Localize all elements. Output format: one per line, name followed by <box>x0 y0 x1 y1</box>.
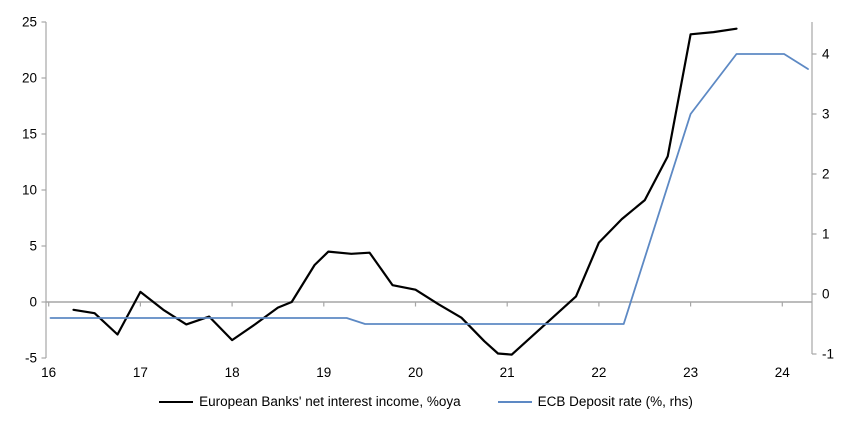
left-axis-tick-label: -5 <box>25 351 37 366</box>
left-axis-tick-label: 20 <box>22 71 37 86</box>
x-axis-year-label: 24 <box>775 365 791 380</box>
legend-line-sample-black <box>159 400 194 403</box>
legend-item-net-interest-income: European Banks' net interest income, %oy… <box>159 394 461 409</box>
left-axis-tick-label: 25 <box>22 15 37 30</box>
legend-item-ecb-deposit-rate: ECB Deposit rate (%, rhs) <box>497 394 693 409</box>
left-axis-tick-label: 5 <box>29 239 37 254</box>
right-axis-tick-label: 1 <box>822 227 830 242</box>
x-axis-year-label: 23 <box>683 365 698 380</box>
legend-line-sample-blue <box>497 400 532 403</box>
right-axis-tick-label: 2 <box>822 167 830 182</box>
x-axis-year-label: 16 <box>41 365 56 380</box>
series-line-net-interest-income <box>72 27 738 356</box>
x-axis-year-label: 21 <box>500 365 515 380</box>
right-axis-tick-label: 4 <box>822 47 830 62</box>
left-axis-tick-label: 10 <box>22 183 37 198</box>
legend-label-ecb-deposit-rate: ECB Deposit rate (%, rhs) <box>537 394 693 409</box>
left-axis-tick-label: 15 <box>22 127 37 142</box>
x-axis-year-label: 17 <box>133 365 148 380</box>
series-line-ecb-deposit-rate <box>49 53 809 325</box>
x-axis-year-label: 19 <box>316 365 331 380</box>
right-axis-tick-label: 0 <box>822 287 830 302</box>
x-axis-year-label: 18 <box>225 365 240 380</box>
x-axis-year-label: 22 <box>591 365 606 380</box>
chart-legend: European Banks' net interest income, %oy… <box>0 394 852 409</box>
right-axis-tick-label: -1 <box>822 347 834 362</box>
x-axis-year-label: 20 <box>408 365 423 380</box>
left-axis-tick-label: 0 <box>29 295 37 310</box>
legend-label-net-interest-income: European Banks' net interest income, %oy… <box>199 394 461 409</box>
right-axis-tick-label: 3 <box>822 107 830 122</box>
